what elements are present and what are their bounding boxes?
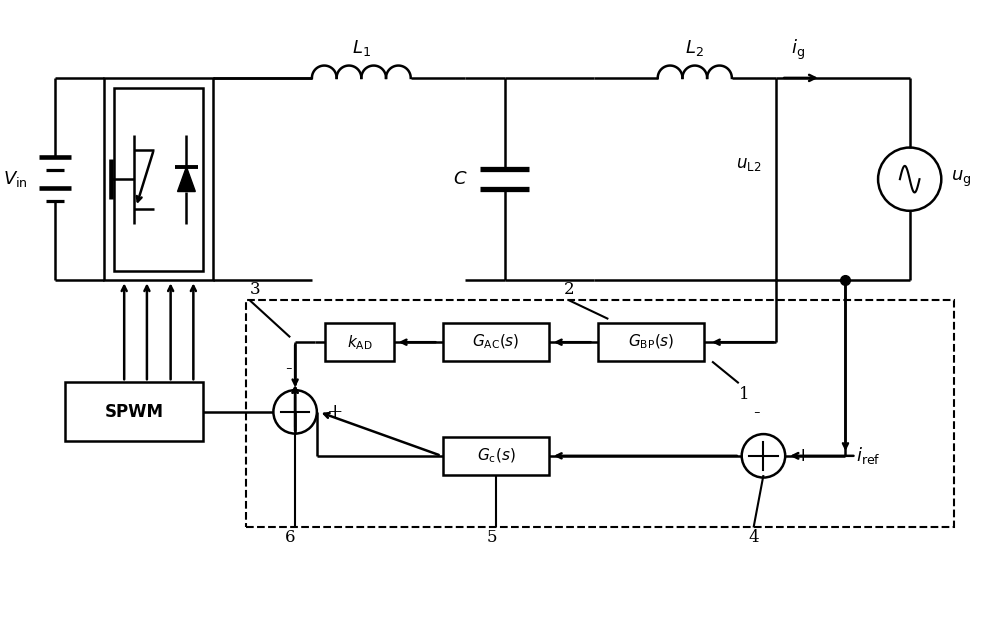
Text: $u_{\rm L2}$: $u_{\rm L2}$	[736, 156, 761, 173]
Text: $C$: $C$	[453, 170, 467, 188]
Bar	[325, 323, 394, 361]
Text: 3: 3	[250, 281, 260, 298]
Text: $G_{\rm c}(s)$: $G_{\rm c}(s)$	[477, 446, 515, 465]
Text: 6: 6	[285, 530, 296, 547]
Text: $G_{\rm AC}(s)$: $G_{\rm AC}(s)$	[472, 333, 520, 351]
Bar	[65, 382, 203, 441]
Bar	[443, 436, 549, 475]
Text: 5: 5	[486, 530, 497, 547]
Bar	[246, 300, 954, 528]
Text: 4: 4	[749, 530, 759, 547]
Text: +: +	[795, 447, 812, 465]
Text: -: -	[753, 404, 760, 422]
Text: 1: 1	[739, 386, 749, 403]
Bar	[443, 323, 549, 361]
Bar	[104, 78, 213, 281]
Text: $i_{\rm ref}$: $i_{\rm ref}$	[856, 445, 881, 466]
Text: SPWM: SPWM	[105, 403, 164, 421]
Text: $L_2$: $L_2$	[685, 38, 704, 58]
Text: $V_{\rm in}$: $V_{\rm in}$	[3, 169, 27, 189]
Text: $i_{\rm g}$: $i_{\rm g}$	[791, 38, 805, 62]
Bar	[598, 323, 704, 361]
Bar	[114, 88, 203, 271]
Text: +: +	[327, 403, 343, 421]
Text: $k_{\rm AD}$: $k_{\rm AD}$	[347, 333, 372, 352]
Text: $u_{\rm g}$: $u_{\rm g}$	[951, 169, 972, 189]
Text: $G_{\rm BP}(s)$: $G_{\rm BP}(s)$	[628, 333, 675, 351]
Text: $L_1$: $L_1$	[352, 38, 371, 58]
Polygon shape	[178, 167, 195, 192]
Text: -: -	[285, 360, 292, 378]
Text: 2: 2	[564, 281, 574, 298]
